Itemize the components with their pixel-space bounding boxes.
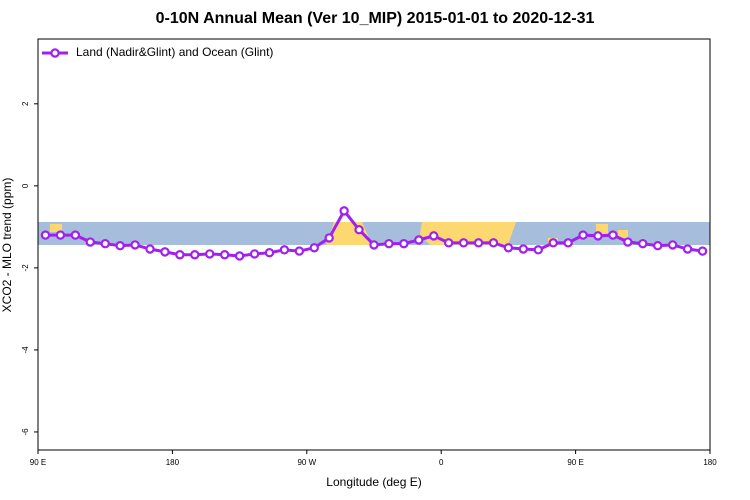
y-tick-label: -6 (21, 428, 30, 436)
y-tick-label: -2 (21, 264, 30, 272)
point (219, 250, 230, 260)
point (533, 245, 543, 255)
point (488, 238, 499, 248)
x-axis-label: Longitude (deg E) (326, 475, 421, 489)
point (578, 230, 588, 240)
point (593, 231, 603, 241)
point (443, 238, 454, 248)
point (414, 235, 424, 245)
point (339, 206, 349, 216)
point (354, 225, 364, 235)
point (682, 244, 693, 254)
x-tick-label: 180 (166, 458, 180, 467)
point (70, 230, 81, 240)
point (503, 243, 514, 253)
y-tick-label: -4 (21, 346, 30, 354)
point (324, 233, 334, 243)
point (279, 245, 290, 255)
legend-marker (50, 48, 60, 58)
legend-label: Land (Nadir&Glint) and Ocean (Glint) (76, 45, 273, 59)
x-tick-label: 90 E (30, 458, 46, 467)
y-tick-label: 0 (21, 183, 30, 188)
point (697, 246, 708, 256)
land-patch (596, 224, 608, 234)
x-tick-label: 90 W (297, 458, 316, 467)
point (384, 238, 394, 249)
point (55, 230, 66, 240)
land-patch (618, 230, 628, 238)
point (399, 238, 409, 249)
point (473, 238, 484, 248)
point (309, 243, 319, 253)
point (623, 237, 633, 247)
point (563, 238, 573, 248)
point (458, 238, 469, 248)
point (234, 251, 245, 261)
point (294, 246, 305, 256)
x-tick-label: 180 (703, 458, 717, 467)
y-tick-label: 2 (21, 101, 30, 106)
point (115, 241, 125, 251)
point (429, 231, 439, 241)
point (190, 250, 200, 260)
point (369, 240, 379, 250)
point (264, 248, 275, 258)
plot-frame (37, 38, 711, 451)
chart-title: 0-10N Annual Mean (Ver 10_MIP) 2015-01-0… (156, 10, 595, 27)
ocean-band (38, 222, 710, 245)
point (638, 238, 648, 249)
point (145, 244, 155, 254)
point (667, 240, 678, 250)
x-tick-label: 90 E (567, 458, 583, 467)
point (548, 238, 558, 248)
point (40, 230, 51, 240)
point (608, 230, 618, 240)
point (160, 247, 170, 257)
point (249, 249, 260, 259)
point (85, 237, 95, 247)
y-axis-label: XCO2 - MLO trend (ppm) (0, 178, 14, 313)
point (130, 240, 140, 250)
point (205, 249, 215, 259)
x-tick-label: 0 (439, 458, 444, 467)
land-patch (50, 224, 62, 232)
point (518, 244, 529, 254)
point (175, 250, 185, 260)
point (653, 241, 663, 251)
point (100, 238, 110, 249)
